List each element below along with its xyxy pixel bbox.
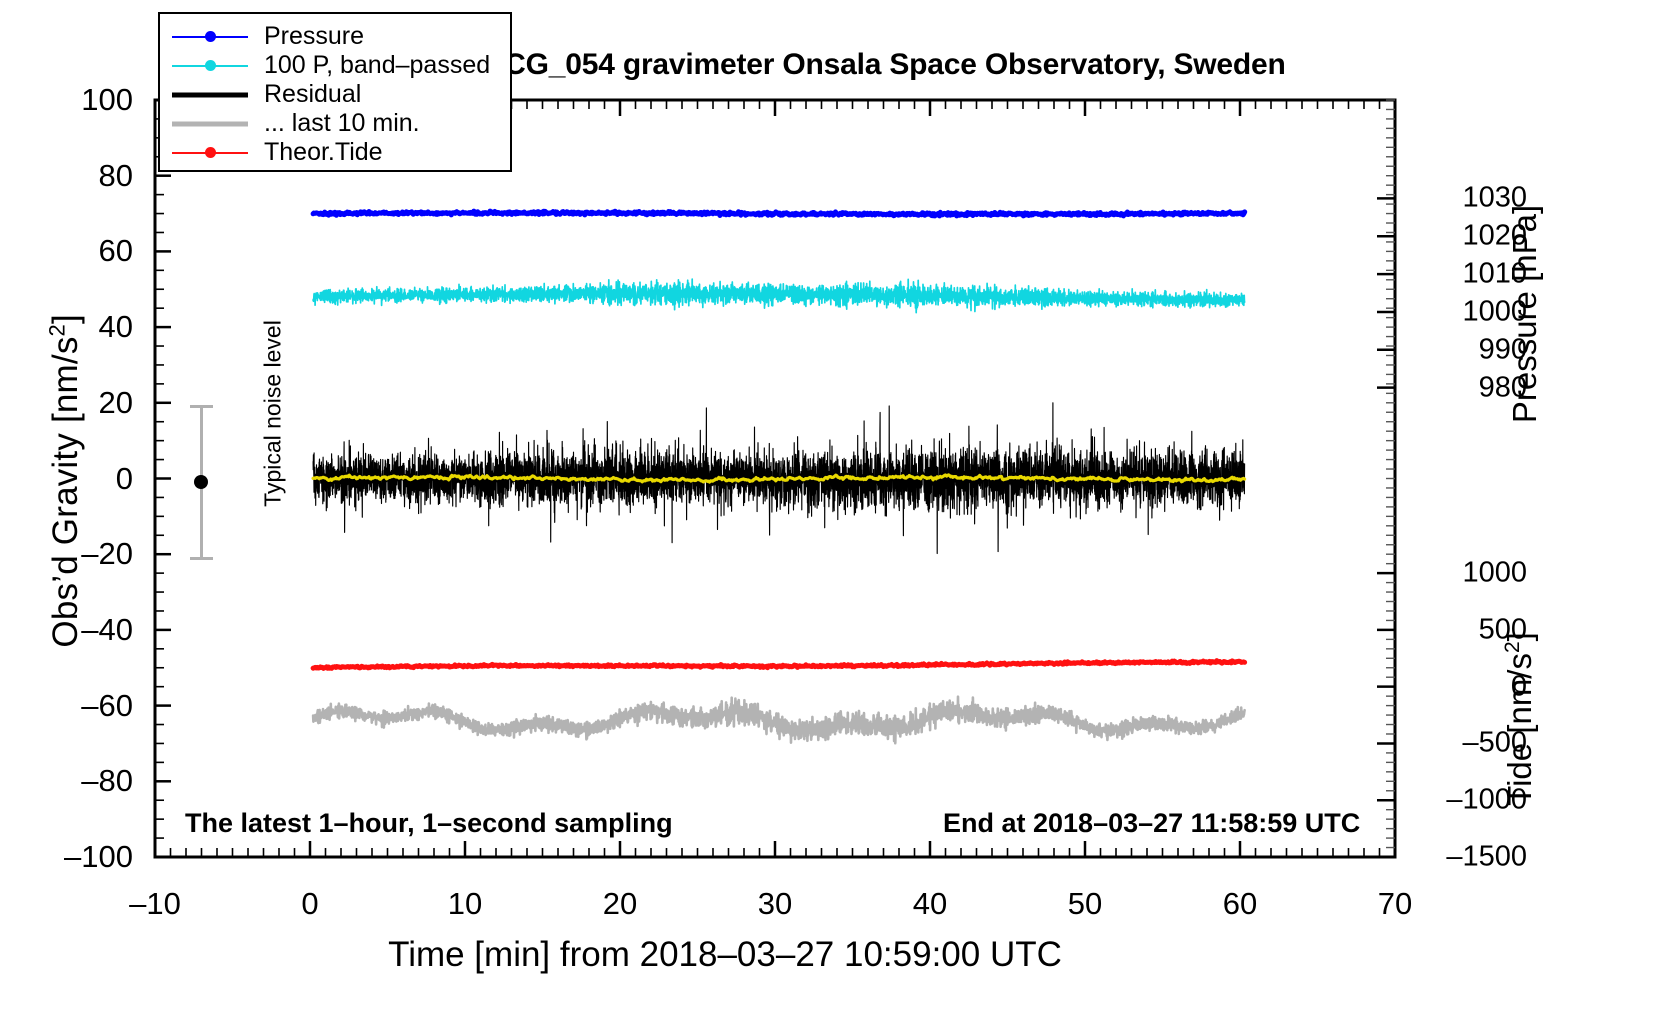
- tide-tick-label: 500: [1478, 613, 1527, 646]
- legend-swatch-dot: [168, 56, 252, 76]
- legend-item[interactable]: Pressure: [168, 22, 510, 51]
- legend-swatch-dot: [168, 143, 252, 163]
- legend-line: [172, 92, 248, 97]
- tide-tick-label: –500: [1462, 726, 1527, 759]
- legend-marker-dot: [204, 147, 216, 158]
- legend-swatch-dot: [168, 27, 252, 47]
- legend-marker-dot: [204, 31, 216, 42]
- page-title: SCG_054 gravimeter Onsala Space Observat…: [484, 48, 1286, 81]
- tide-tick-label: 1000: [1462, 556, 1527, 589]
- pressure-tick-label: 1010: [1462, 257, 1527, 290]
- y-tick-label: –60: [81, 687, 133, 723]
- legend-label: 100 P, band–passed: [264, 51, 491, 79]
- legend-item[interactable]: Residual: [168, 80, 510, 109]
- end-time-note: End at 2018–03–27 11:58:59 UTC: [943, 808, 1361, 838]
- legend-line: [172, 121, 248, 126]
- y-tick-label: 40: [98, 309, 133, 345]
- errorbar-cap-bottom: [190, 557, 213, 560]
- sampling-note: The latest 1–hour, 1–second sampling: [185, 808, 673, 838]
- y-tick-label: 0: [115, 460, 133, 496]
- legend-swatch-line: [168, 85, 252, 105]
- pressure-tick-label: 1020: [1462, 219, 1527, 252]
- y-tick-label: 60: [98, 233, 133, 269]
- y-tick-label: 100: [81, 82, 133, 117]
- legend-item[interactable]: 100 P, band–passed: [168, 51, 510, 80]
- legend-marker-dot: [204, 60, 216, 71]
- x-tick-label: 70: [1377, 886, 1413, 921]
- x-tick-label: 10: [447, 886, 483, 921]
- legend-item[interactable]: Theor.Tide: [168, 138, 510, 167]
- x-tick-label: 40: [912, 886, 948, 921]
- legend-label: Theor.Tide: [264, 138, 383, 166]
- tide-tick-label: –1500: [1446, 840, 1527, 873]
- y-tick-label: 20: [98, 384, 133, 420]
- x-tick-label: 50: [1067, 886, 1103, 921]
- x-tick-label: 0: [301, 886, 319, 921]
- y-tick-label: –40: [81, 611, 133, 647]
- x-tick-label: –10: [129, 886, 181, 921]
- x-tick-label: 30: [757, 886, 793, 921]
- y-tick-label: –20: [81, 536, 133, 572]
- x-axis-label: Time [min] from 2018–03–27 10:59:00 UTC: [388, 935, 1062, 974]
- y-tick-label: 80: [98, 157, 133, 193]
- y-tick-label: –80: [81, 763, 133, 799]
- pressure-tick-label: 990: [1478, 333, 1527, 366]
- tide-tick-label: 0: [1510, 670, 1527, 703]
- errorbar-cap-top: [190, 405, 213, 408]
- x-tick-label: 60: [1222, 886, 1258, 921]
- pressure-tick-label: 980: [1478, 371, 1527, 404]
- noise-level-errorbar: [190, 405, 213, 560]
- tide-tick-label: –1000: [1446, 783, 1527, 816]
- y-tick-label: –100: [64, 839, 133, 874]
- x-tick-label: 20: [602, 886, 638, 921]
- legend-label: ... last 10 min.: [264, 109, 420, 137]
- legend-swatch-line: [168, 114, 252, 134]
- pressure-tick-label: 1000: [1462, 295, 1527, 328]
- legend-label: Pressure: [264, 22, 365, 50]
- legend: Pressure 100 P, band–passed Residual... la…: [158, 12, 512, 172]
- pressure-tick-label: 1030: [1462, 181, 1527, 214]
- noise-level-label: Typical noise level: [259, 320, 286, 507]
- errorbar-center-dot: [194, 475, 208, 489]
- legend-item[interactable]: ... last 10 min.: [168, 109, 510, 138]
- legend-label: Residual: [264, 80, 362, 108]
